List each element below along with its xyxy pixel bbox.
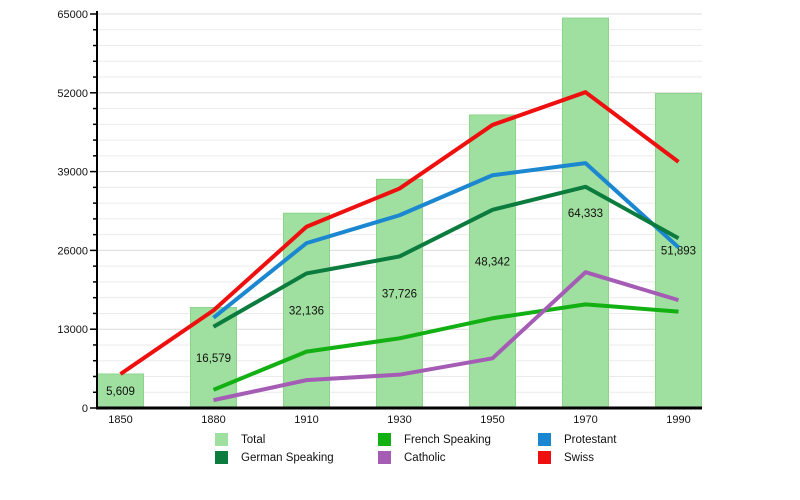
- x-tick-label-1950: 1950: [480, 414, 504, 426]
- legend-swatch-catholic: [378, 451, 391, 464]
- legend-label: French Speaking: [404, 433, 491, 446]
- legend-item-french-speaking: French Speaking: [378, 433, 491, 446]
- bar-value-label-1880: 16,579: [196, 353, 231, 365]
- series-line-german-speaking: [212, 184, 680, 329]
- x-tick-label-1850: 1850: [108, 414, 132, 426]
- legend-label: German Speaking: [241, 451, 334, 464]
- series-line-swiss: [119, 90, 680, 376]
- series-line-catholic: [213, 270, 680, 403]
- y-tick-label: 13000: [57, 324, 88, 336]
- series-line-french-speaking: [212, 302, 679, 392]
- bar-value-label-1950: 48,342: [475, 256, 510, 268]
- y-tick-label: 52000: [57, 88, 88, 100]
- bar-value-label-1910: 32,136: [289, 306, 324, 318]
- y-tick-label: 0: [82, 403, 88, 415]
- legend-label: Protestant: [564, 433, 617, 446]
- total-bar-1970: [562, 17, 609, 409]
- legend-item-protestant: Protestant: [538, 433, 616, 446]
- legend-swatch-swiss: [538, 451, 551, 464]
- total-bar-1930: [376, 178, 423, 409]
- legend-swatch-french-speaking: [378, 433, 391, 446]
- x-tick-label-1990: 1990: [666, 414, 690, 426]
- y-tick-label: 65000: [57, 9, 88, 21]
- bar-value-label-1850: 5,609: [106, 386, 135, 398]
- y-tick-label: 26000: [57, 245, 88, 257]
- legend-label: Swiss: [564, 451, 595, 464]
- bar-value-label-1930: 37,726: [382, 289, 417, 301]
- legend-label: Catholic: [404, 451, 446, 464]
- legend-item-german-speaking: German Speaking: [215, 451, 334, 464]
- x-tick-label-1910: 1910: [294, 414, 318, 426]
- legend-swatch-german-speaking: [215, 451, 228, 464]
- bar-value-label-1970: 64,333: [568, 208, 603, 220]
- x-tick-label-1880: 1880: [201, 414, 225, 426]
- legend-item-swiss: Swiss: [538, 451, 594, 464]
- series-line-protestant: [212, 161, 680, 320]
- legend-swatch-protestant: [538, 433, 551, 446]
- legend-swatch-total: [215, 433, 228, 446]
- total-bar-1990: [655, 92, 702, 409]
- legend-label: Total: [241, 433, 266, 446]
- x-tick-label-1970: 1970: [573, 414, 597, 426]
- x-tick-label-1930: 1930: [387, 414, 411, 426]
- legend-item-catholic: Catholic: [378, 451, 446, 464]
- bar-value-label-1990: 51,893: [661, 246, 696, 258]
- legend-item-total: Total: [215, 433, 265, 446]
- chart-legend: Total French Speaking Protestant German Spe…: [0, 0, 800, 464]
- y-tick-label: 39000: [57, 167, 88, 179]
